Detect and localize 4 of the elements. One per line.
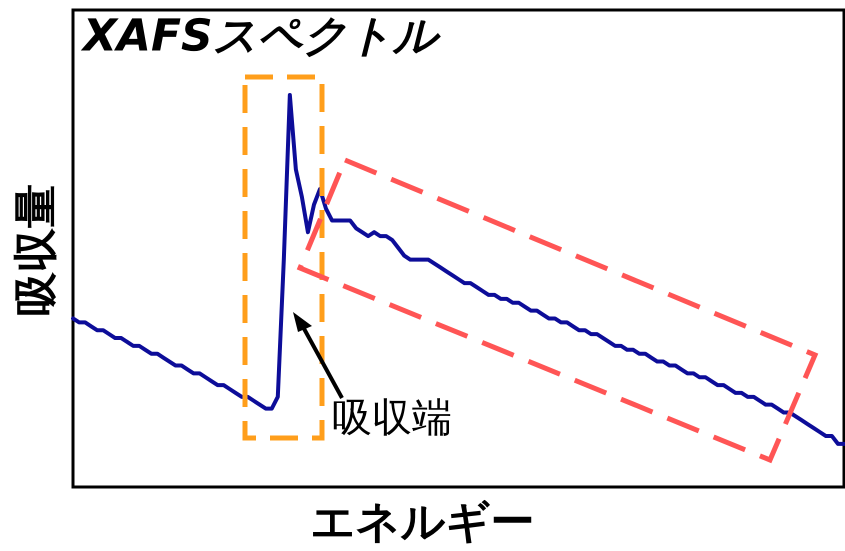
x-axis-title: エネルギー [310,496,534,548]
y-axis-title: 吸収量 [10,184,62,316]
annotation: 吸収端 [332,395,452,441]
chart-title: XAFSスペクトル [80,10,442,62]
